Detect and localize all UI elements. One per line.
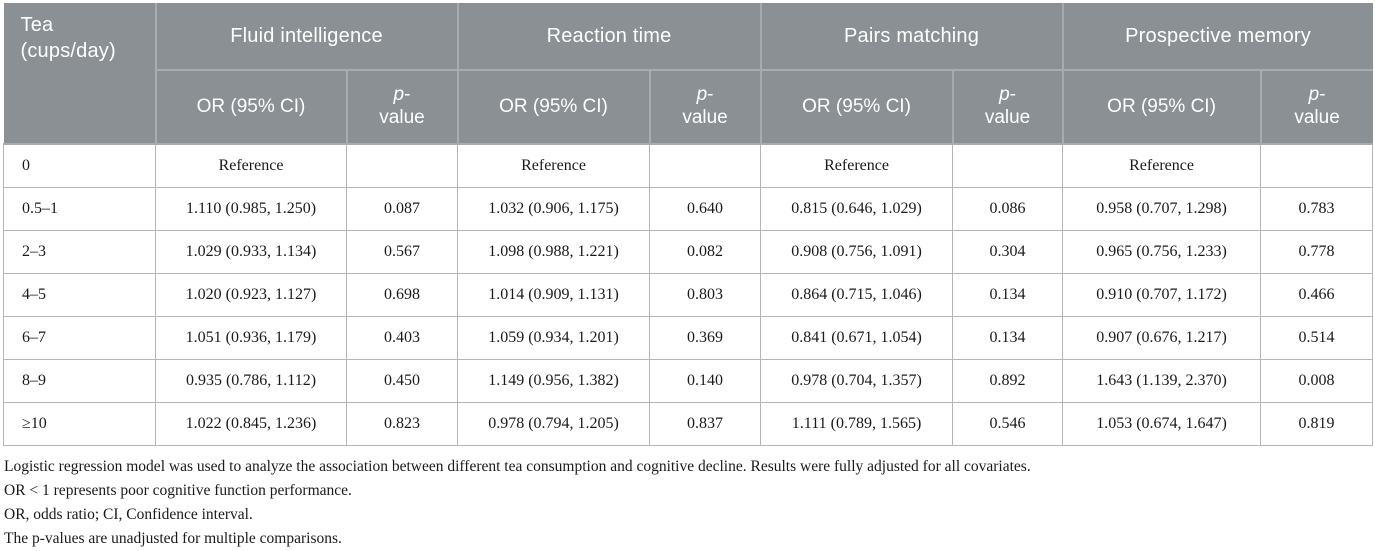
p-value-cell: 0.567 — [345, 229, 459, 274]
p-value-cell: 0.466 — [1260, 272, 1374, 317]
table-row: ≥10 1.022 (0.845, 1.236) 0.823 0.978 (0.794… — [3, 401, 1374, 446]
header-sub-row: OR (95% CI) p-value OR (95% CI) p-value … — [4, 69, 1373, 145]
or-ci-cell: 0.965 (0.756, 1.233) — [1062, 229, 1262, 274]
or-ci-cell: 0.864 (0.715, 1.046) — [760, 272, 954, 317]
p-value-cell: 0.698 — [345, 272, 459, 317]
p-symbol: p — [999, 84, 1010, 106]
p-value-header: p-value — [345, 69, 459, 145]
p-value-cell: 0.778 — [1260, 229, 1374, 274]
or-ci-cell: 0.907 (0.676, 1.217) — [1062, 315, 1262, 360]
p-value-cell — [952, 143, 1064, 188]
or-ci-cell: Reference — [457, 143, 651, 188]
p-value-cell — [1260, 143, 1374, 188]
table-body: 0 Reference Reference Reference Reference 0.5… — [3, 143, 1374, 446]
p-value-cell — [649, 143, 762, 188]
or-ci-cell: 0.910 (0.707, 1.172) — [1062, 272, 1262, 317]
header-group-row: Tea (cups/day) Fluid intelligence Reacti… — [3, 3, 1373, 145]
or-ci-header: OR (95% CI) — [759, 69, 954, 145]
or-ci-cell: Reference — [1062, 143, 1262, 188]
footnote-line: OR < 1 represents poor cognitive functio… — [4, 481, 352, 499]
tea-category-cell: 4–5 — [3, 272, 156, 317]
or-ci-cell: 0.978 (0.794, 1.205) — [457, 401, 651, 446]
p-value-cell: 0.819 — [1260, 401, 1374, 446]
p-value-cell: 0.514 — [1260, 315, 1374, 360]
p-value-cell — [345, 143, 459, 188]
table-header: Tea (cups/day) Fluid intelligence Reacti… — [3, 3, 1373, 145]
results-table: Tea (cups/day) Fluid intelligence Reacti… — [3, 3, 1374, 446]
or-ci-cell: 0.978 (0.704, 1.357) — [760, 358, 954, 403]
tea-category-cell: ≥10 — [3, 401, 156, 446]
p-value-cell: 0.823 — [345, 401, 459, 446]
or-ci-cell: 1.111 (0.789, 1.565) — [760, 401, 954, 446]
or-ci-cell: 1.022 (0.845, 1.236) — [155, 401, 347, 446]
group-header-pairs-matching: Pairs matching — [759, 3, 1064, 71]
or-ci-cell: Reference — [760, 143, 954, 188]
table-row: 4–5 1.020 (0.923, 1.127) 0.698 1.014 (0.909… — [3, 272, 1374, 317]
or-ci-cell: 1.029 (0.933, 1.134) — [155, 229, 347, 274]
p-value-cell: 0.369 — [649, 315, 762, 360]
or-ci-cell: 1.059 (0.934, 1.201) — [457, 315, 651, 360]
tea-category-cell: 0 — [3, 143, 156, 188]
p-symbol: p — [393, 84, 405, 106]
p-value-header: p-value — [1259, 69, 1373, 145]
tea-category-cell: 2–3 — [3, 229, 156, 274]
p-value-cell: 0.087 — [345, 186, 459, 231]
p-value-header: p-value — [951, 69, 1064, 145]
p-value-header: p-value — [648, 69, 762, 145]
or-ci-header: OR (95% CI) — [456, 69, 651, 145]
or-ci-cell: 1.110 (0.985, 1.250) — [155, 186, 347, 231]
or-ci-cell: 1.014 (0.909, 1.131) — [457, 272, 651, 317]
or-ci-cell: 0.815 (0.646, 1.029) — [760, 186, 954, 231]
footnotes: Logistic regression model was used to an… — [4, 455, 1375, 551]
group-header-reaction-time: Reaction time — [456, 3, 762, 71]
table-row: 8–9 0.935 (0.786, 1.112) 0.450 1.149 (0.956… — [3, 358, 1374, 403]
table-row: 2–3 1.029 (0.933, 1.134) 0.567 1.098 (0.988… — [3, 229, 1374, 274]
p-value-cell: 0.140 — [649, 358, 762, 403]
or-ci-cell: 1.051 (0.936, 1.179) — [155, 315, 347, 360]
p-value-cell: 0.546 — [952, 401, 1064, 446]
or-ci-cell: 0.841 (0.671, 1.054) — [760, 315, 954, 360]
footnote-line: OR, odds ratio; CI, Confidence interval. — [4, 505, 253, 523]
or-ci-header: OR (95% CI) — [1061, 69, 1262, 145]
p-value-cell: 0.783 — [1260, 186, 1374, 231]
or-ci-header: OR (95% CI) — [154, 69, 348, 145]
p-value-cell: 0.134 — [952, 315, 1064, 360]
p-value-cell: 0.450 — [345, 358, 459, 403]
table-row: 0 Reference Reference Reference Reference — [3, 143, 1374, 188]
or-ci-cell: 1.053 (0.674, 1.647) — [1062, 401, 1262, 446]
or-ci-cell: 1.643 (1.139, 2.370) — [1062, 358, 1262, 403]
or-ci-cell: 0.958 (0.707, 1.298) — [1062, 186, 1262, 231]
group-header-prospective-memory: Prospective memory — [1061, 3, 1373, 71]
tea-category-cell: 6–7 — [3, 315, 156, 360]
p-value-cell: 0.304 — [952, 229, 1064, 274]
or-ci-cell: 1.032 (0.906, 1.175) — [457, 186, 651, 231]
or-ci-cell: 1.020 (0.923, 1.127) — [155, 272, 347, 317]
p-value-cell: 0.082 — [649, 229, 762, 274]
p-value-cell: 0.134 — [952, 272, 1064, 317]
or-ci-cell: 0.908 (0.756, 1.091) — [760, 229, 954, 274]
or-ci-cell: Reference — [155, 143, 347, 188]
tea-column-header: Tea (cups/day) — [3, 3, 157, 145]
p-value-cell: 0.403 — [345, 315, 459, 360]
p-value-cell: 0.086 — [952, 186, 1064, 231]
p-value-cell: 0.640 — [649, 186, 762, 231]
p-symbol: p — [1308, 84, 1320, 106]
p-value-cell: 0.803 — [649, 272, 762, 317]
p-value-cell: 0.008 — [1260, 358, 1374, 403]
tea-category-cell: 8–9 — [3, 358, 156, 403]
p-symbol: p — [696, 84, 708, 106]
or-ci-cell: 1.149 (0.956, 1.382) — [457, 358, 651, 403]
footnote-line: Logistic regression model was used to an… — [4, 457, 1031, 475]
group-header-fluid-intelligence: Fluid intelligence — [154, 3, 459, 71]
footnote-line: The p-values are unadjusted for multiple… — [4, 529, 342, 547]
p-value-cell: 0.892 — [952, 358, 1064, 403]
or-ci-cell: 1.098 (0.988, 1.221) — [457, 229, 651, 274]
p-value-cell: 0.837 — [649, 401, 762, 446]
table-row: 6–7 1.051 (0.936, 1.179) 0.403 1.059 (0.934… — [3, 315, 1374, 360]
tea-category-cell: 0.5–1 — [3, 186, 156, 231]
or-ci-cell: 0.935 (0.786, 1.112) — [155, 358, 347, 403]
table-row: 0.5–1 1.110 (0.985, 1.250) 0.087 1.032 (0.9… — [3, 186, 1374, 231]
